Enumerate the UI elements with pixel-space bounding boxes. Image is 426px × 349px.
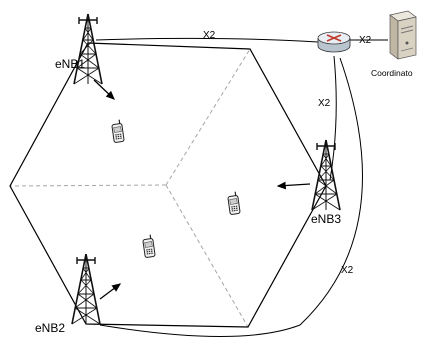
server-icon (389, 10, 417, 60)
x2-label-enb3: X2 (318, 98, 331, 109)
x2-links (95, 37, 388, 337)
x2-label-top: X2 (203, 30, 216, 41)
router-icon (317, 31, 351, 53)
x2-label-coordinator: X2 (359, 35, 372, 46)
user-equipment-phone-icon (110, 118, 125, 144)
coordinator-label: Coordinato (371, 68, 413, 78)
x2-label-bottom: X2 (341, 265, 354, 276)
enb2-label: eNB2 (35, 321, 65, 335)
enb1-tower-icon (73, 13, 103, 85)
enb3-label: eNB3 (311, 212, 341, 226)
enb1-label: eNB1 (55, 57, 85, 71)
x2-link-router-enb2 (99, 57, 363, 337)
enb3-tower-icon (311, 139, 341, 211)
antenna-direction-arrows (93, 79, 311, 300)
x2-link-enb1-router (95, 37, 319, 43)
user-equipment-phone-icon (226, 190, 241, 216)
user-equipment-phone-icon (141, 233, 156, 259)
enb1-direction-arrow (93, 79, 115, 100)
cell-hexagon (9, 42, 327, 328)
enb3-direction-arrow (276, 181, 311, 190)
sector-boundaries (9, 48, 251, 328)
enb2-tower-icon (71, 253, 101, 325)
enb2-direction-arrow (99, 283, 122, 300)
